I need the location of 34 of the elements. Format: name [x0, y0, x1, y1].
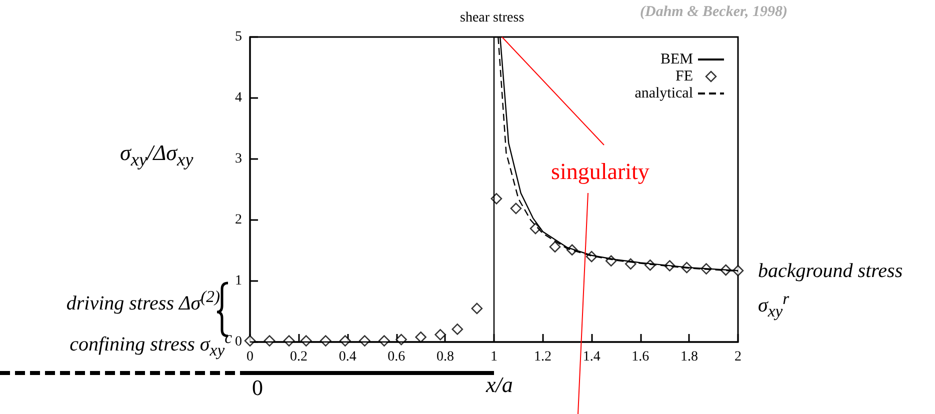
y-tick-label: 2 [235, 212, 242, 228]
point [471, 302, 483, 314]
x-tick-label: 0.8 [436, 350, 454, 364]
x-tick-label: 1.2 [534, 350, 552, 364]
x-tick-label: 1.8 [680, 350, 698, 364]
text: 0 [252, 375, 263, 401]
annotation: singularity [551, 159, 650, 185]
legend-label: FE [675, 68, 693, 84]
point [396, 334, 407, 346]
y-tick-label: 4 [235, 90, 242, 106]
y-tick-label: 1 [235, 274, 242, 288]
legend-label: BEM [660, 52, 693, 68]
text: driving stress Δσ$^{(2)}$ [66, 287, 220, 316]
y-tick-label: 3 [235, 152, 242, 166]
point [510, 202, 522, 214]
x-tick-label: 1.4 [582, 350, 600, 364]
point [434, 329, 446, 340]
point [452, 324, 464, 335]
point [549, 241, 561, 252]
x-tick-label: 1 [490, 350, 498, 364]
x-tick-label: 0.6 [388, 350, 406, 364]
x-axis-title: x/a [486, 372, 513, 398]
x-tick-label: 1.6 [632, 350, 650, 364]
y-tick-label: 0 [235, 334, 242, 350]
chart-title: shear stress [460, 10, 524, 26]
legend-label: analytical [634, 86, 693, 102]
point [415, 331, 426, 343]
x-tick-label: 2 [734, 350, 742, 364]
x-tick-label: 0.2 [290, 350, 308, 364]
y-axis-title: σ$_{xy}$/Δσ$_{xy}$ [120, 140, 194, 170]
text: (Dahm & Becker, 1998) [640, 4, 788, 21]
y-tick-label: 5 [235, 30, 242, 44]
x-tick-label: 0 [246, 350, 254, 364]
x-tick-label: 0.4 [338, 350, 356, 364]
